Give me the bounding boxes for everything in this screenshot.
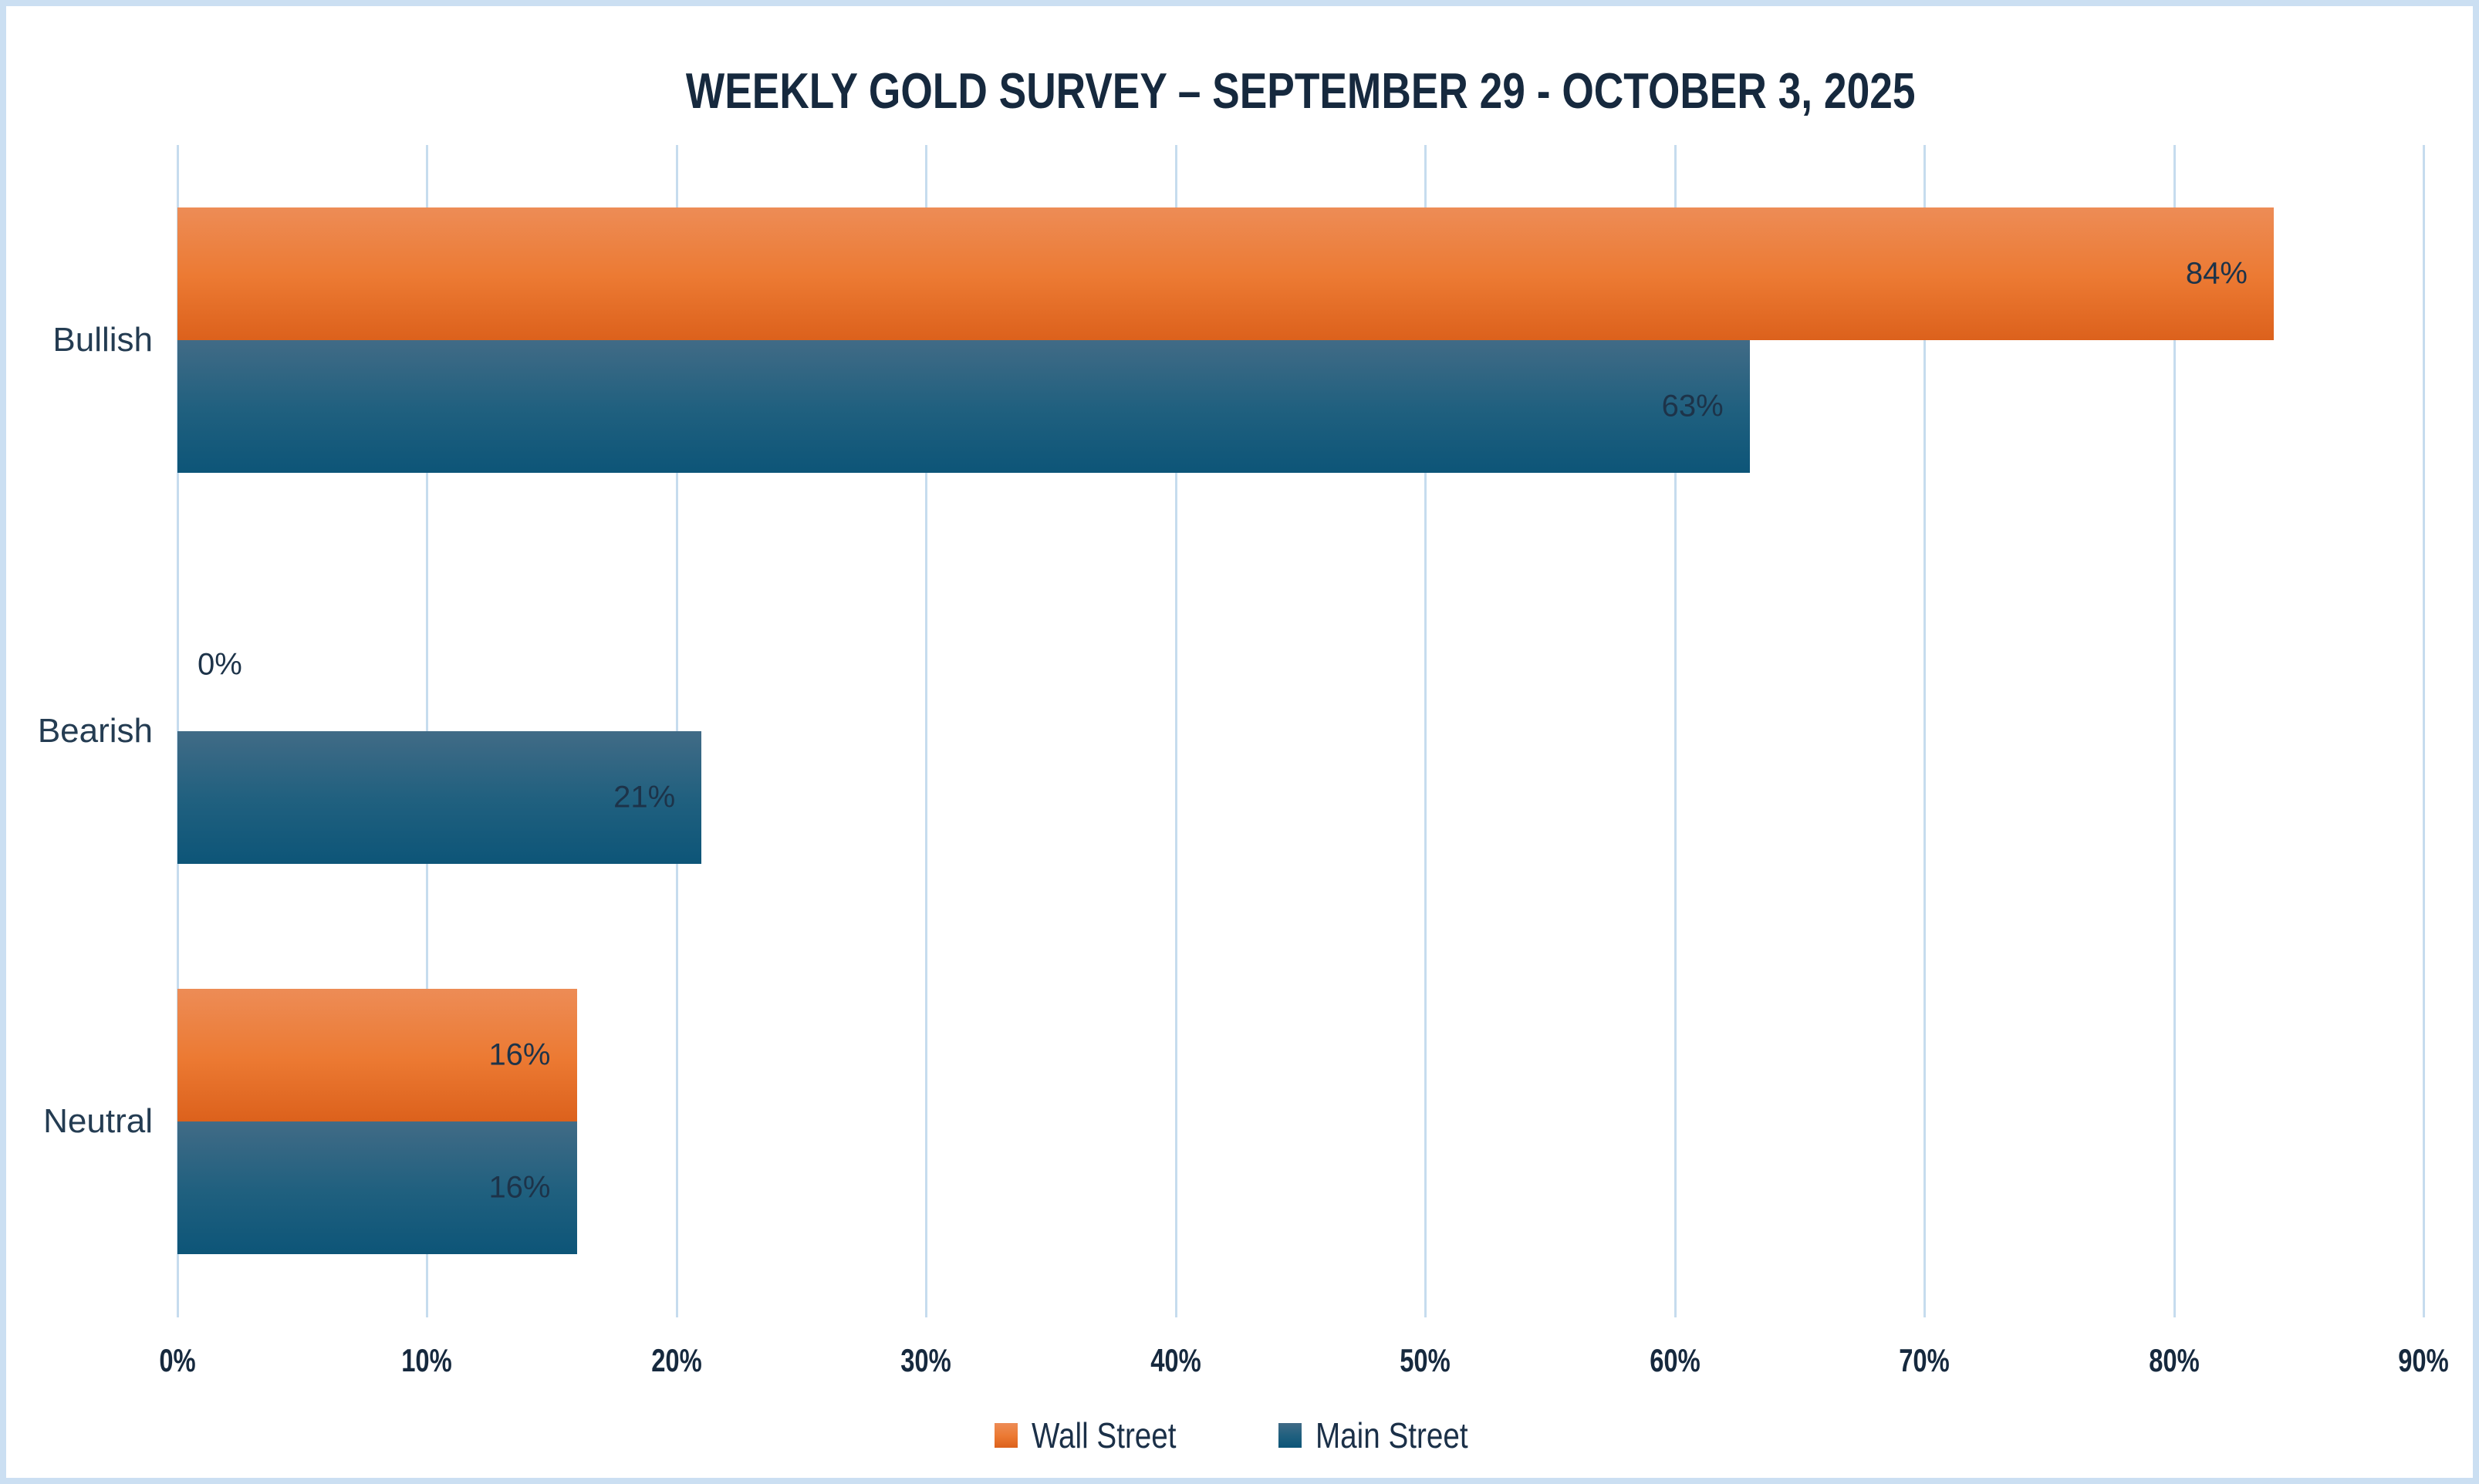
legend-label-wall-street: Wall Street (1032, 1415, 1177, 1455)
chart-title-container: WEEKLY GOLD SURVEY – SEPTEMBER 29 - OCTO… (177, 62, 2423, 120)
x-tick-label-90: 90% (2398, 1342, 2449, 1378)
bar-main-street-neutral: 16% (177, 1121, 577, 1254)
bar-main-street-bullish: 63% (177, 340, 1750, 473)
gridline-80 (2173, 145, 2176, 1317)
gridline-40 (1174, 145, 1177, 1317)
value-label-main-street-bullish: 63% (1661, 389, 1724, 423)
value-label-wall-street-bearish: 0% (198, 647, 242, 682)
x-tick-label-20: 20% (651, 1342, 702, 1378)
x-tick-label-50: 50% (1400, 1342, 1451, 1378)
gridline-30 (925, 145, 928, 1317)
bar-wall-street-neutral: 16% (177, 989, 577, 1121)
x-tick-label-30: 30% (900, 1342, 952, 1378)
x-tick-label-10: 10% (401, 1342, 453, 1378)
value-label-main-street-bearish: 21% (613, 780, 676, 815)
x-tick-label-70: 70% (1899, 1342, 1950, 1378)
x-tick-label-40: 40% (1150, 1342, 1201, 1378)
legend: Wall Street Main Street (6, 1415, 2473, 1456)
category-label-bullish: Bullish (52, 321, 153, 359)
chart-title: WEEKLY GOLD SURVEY – SEPTEMBER 29 - OCTO… (685, 62, 1916, 119)
legend-item-main-street: Main Street (1278, 1415, 1497, 1456)
plot-area: 84% 63% 0% 21% 16% 16% (177, 145, 2425, 1317)
bar-main-street-bearish: 21% (177, 731, 702, 864)
gridline-60 (1673, 145, 1677, 1317)
legend-label-main-street: Main Street (1315, 1415, 1468, 1455)
bar-wall-street-bullish: 84% (177, 207, 2274, 340)
x-tick-label-60: 60% (1649, 1342, 1701, 1378)
category-label-neutral: Neutral (43, 1102, 153, 1141)
wall-street-swatch-icon (995, 1423, 1018, 1448)
gridline-50 (1424, 145, 1427, 1317)
value-label-wall-street-neutral: 16% (488, 1037, 551, 1072)
x-tick-label-80: 80% (2148, 1342, 2200, 1378)
main-street-swatch-icon (1278, 1423, 1302, 1448)
gridline-90 (2423, 145, 2425, 1317)
legend-item-wall-street: Wall Street (995, 1415, 1204, 1456)
value-label-wall-street-bullish: 84% (2185, 256, 2248, 291)
x-tick-label-0: 0% (159, 1342, 196, 1378)
x-axis: 0% 10% 20% 30% 40% 50% 60% 70% 80% 90% (159, 1342, 2448, 1391)
gridline-70 (1923, 145, 1927, 1317)
category-label-bearish: Bearish (37, 711, 153, 750)
value-label-main-street-neutral: 16% (488, 1170, 551, 1205)
